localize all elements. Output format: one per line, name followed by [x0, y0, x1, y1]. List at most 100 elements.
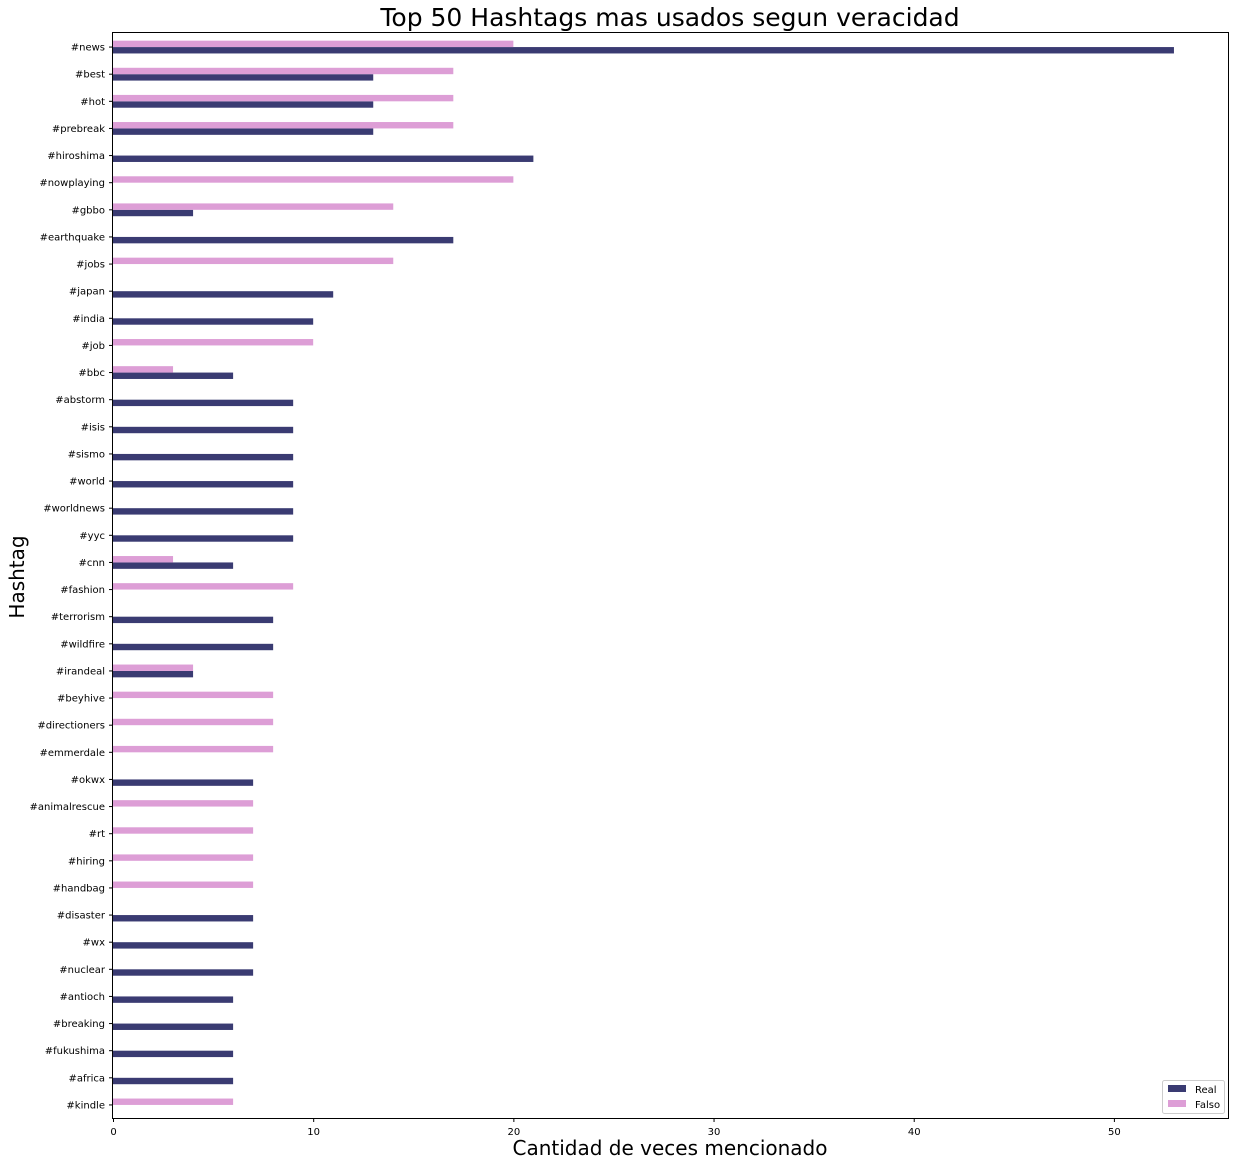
bar-falso	[113, 800, 254, 807]
y-tick-label: #antioch	[60, 992, 106, 1003]
x-tick-label: 10	[307, 1127, 320, 1138]
bar-real	[113, 535, 294, 542]
legend-label-falso: Falso	[1195, 1100, 1220, 1111]
legend: Real Falso	[1162, 1080, 1225, 1114]
bar-real	[113, 562, 234, 569]
y-tick-label: #disaster	[57, 911, 106, 922]
bar-real	[113, 996, 234, 1003]
bar-real	[113, 128, 374, 135]
y-tick-label: #india	[72, 314, 105, 325]
bar-real	[113, 209, 194, 217]
bar-falso	[113, 366, 174, 373]
bar-real	[113, 508, 294, 515]
y-tick-label: #fashion	[60, 585, 105, 596]
bar-real	[113, 779, 254, 786]
legend-swatch-falso	[1168, 1100, 1186, 1107]
x-tick-label: 40	[908, 1127, 921, 1138]
y-tick-label: #japan	[69, 287, 105, 298]
y-tick-label: #kindle	[66, 1100, 105, 1111]
y-tick-label: #irandeal	[56, 666, 105, 677]
bar-real	[113, 101, 374, 108]
y-tick-label: #sismo	[68, 449, 105, 460]
y-tick-label: #jobs	[76, 260, 105, 271]
y-tick-label: #hot	[80, 97, 105, 108]
bar-falso	[113, 122, 454, 129]
bar-real	[113, 481, 294, 488]
x-tick-label: 50	[1108, 1127, 1121, 1138]
bar-falso	[113, 718, 274, 726]
y-tick-label: #yyc	[79, 531, 105, 542]
y-tick-label: #handbag	[53, 883, 105, 894]
legend-label-real: Real	[1195, 1085, 1217, 1096]
bar-real	[113, 1077, 234, 1085]
bar-real	[113, 291, 334, 298]
y-tick-label: #best	[75, 70, 105, 81]
bar-real	[113, 372, 234, 379]
bar-real	[113, 1023, 234, 1030]
y-tick-label: #okwx	[71, 775, 105, 786]
x-tick-label: 0	[110, 1127, 116, 1138]
y-tick-label: #beyhive	[57, 694, 105, 705]
bar-falso	[113, 664, 194, 671]
bar-real	[113, 1050, 234, 1058]
y-tick-label: #directioners	[37, 721, 105, 732]
y-tick-label: #hiroshima	[47, 151, 105, 162]
bar-falso	[113, 203, 394, 210]
y-axis-label: Hashtag	[5, 535, 29, 618]
bar-falso	[113, 67, 454, 75]
bar-falso	[113, 257, 394, 265]
bar-real	[113, 236, 454, 244]
y-tick-label: #emmerdale	[39, 748, 105, 759]
bar-falso	[113, 691, 274, 699]
bar-real	[113, 74, 374, 81]
bar-falso	[113, 745, 274, 753]
bar-real	[113, 643, 274, 651]
bar-real	[113, 155, 534, 162]
y-tick-label: #nuclear	[59, 965, 106, 976]
x-axis-label: Cantidad de veces mencionado	[513, 1136, 828, 1160]
bar-real	[113, 426, 294, 434]
bar-falso	[113, 1098, 234, 1105]
bar-real	[113, 318, 314, 325]
y-tick-label: #wildfire	[60, 639, 105, 650]
x-tick-label: 20	[507, 1127, 520, 1138]
bar-real	[113, 47, 1174, 54]
bar-falso	[113, 40, 514, 48]
bar-real	[113, 670, 194, 678]
y-tick-label: #earthquake	[40, 232, 105, 243]
bar-real	[113, 942, 254, 949]
y-tick-label: #world	[69, 477, 105, 488]
chart-title: Top 50 Hashtags mas usados segun veracid…	[379, 3, 959, 32]
y-tick-label: #worldnews	[43, 504, 105, 515]
bar-real	[113, 969, 254, 976]
y-tick-label: #abstorm	[55, 395, 105, 406]
y-tick-label: #africa	[68, 1073, 105, 1084]
y-tick-label: #wx	[83, 938, 106, 949]
plot-frame	[112, 32, 1229, 1119]
y-tick-label: #rt	[89, 829, 105, 840]
y-tick-label: #breaking	[53, 1019, 105, 1030]
bar-falso	[113, 827, 254, 834]
y-tick-label: #prebreak	[52, 124, 105, 135]
y-tick-label: #gbbo	[71, 205, 105, 216]
bar-falso	[113, 854, 254, 861]
y-tick-label: #animalrescue	[29, 802, 105, 813]
y-tick-label: #isis	[81, 422, 105, 433]
bar-falso	[113, 94, 454, 102]
y-tick-label: #cnn	[78, 558, 105, 569]
y-tick-label: #bbc	[78, 368, 105, 379]
bar-falso	[113, 881, 254, 888]
bar-falso	[113, 339, 314, 346]
bar-falso	[113, 583, 294, 590]
legend-swatch-real	[1168, 1085, 1186, 1092]
y-tick-label: #fukushima	[45, 1046, 105, 1057]
bar-real	[113, 399, 294, 407]
bar-real	[113, 915, 254, 922]
x-tick-label: 30	[708, 1127, 721, 1138]
y-tick-label: #job	[81, 341, 105, 352]
y-tick-label: #terrorism	[51, 612, 105, 623]
bar-real	[113, 616, 274, 624]
x-tick-labels: 0 10 20 30 40 50	[110, 1118, 1121, 1138]
bar-falso	[113, 176, 514, 183]
